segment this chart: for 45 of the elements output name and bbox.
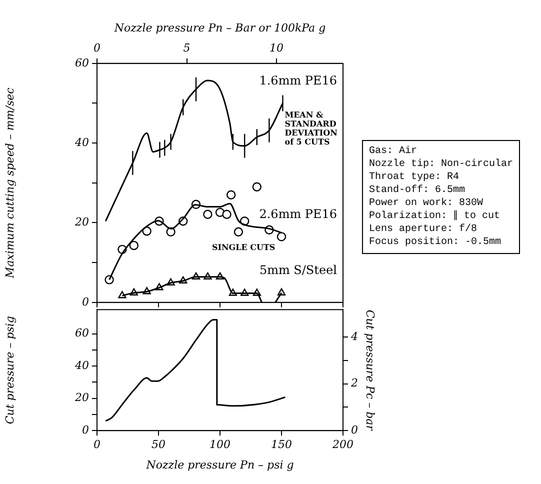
point bbox=[226, 190, 236, 200]
y-tick-label: 40 bbox=[74, 136, 89, 149]
x-tick-label: 200 bbox=[332, 438, 354, 452]
x-tick-label: 50 bbox=[152, 438, 166, 452]
point bbox=[252, 182, 262, 192]
y2-tick-label: 0 bbox=[351, 423, 358, 436]
text: Stand-off: 6.5mm bbox=[369, 185, 466, 196]
series-label: 5mm S/Steel bbox=[259, 262, 338, 277]
text: Focus position: -0.5mm bbox=[369, 237, 502, 248]
point bbox=[222, 210, 232, 219]
y2-tick-label: 2 bbox=[350, 376, 358, 390]
x-tick-label: 100 bbox=[210, 438, 230, 452]
y-tick-label: 0 bbox=[82, 295, 89, 308]
y-axis-title: Maximum cutting speed – mm/sec bbox=[3, 88, 16, 280]
series-label: 2.6mm PE16 bbox=[259, 206, 337, 221]
text: Throat type: R4 bbox=[369, 172, 460, 183]
text: Lens aperture: f/8 bbox=[369, 224, 478, 235]
y-tick-label: 60 bbox=[75, 326, 89, 340]
text: Polarization: ∥ to cut bbox=[369, 211, 500, 222]
y-tick-label: 20 bbox=[74, 391, 89, 404]
y-axis-title: Cut pressure – psig bbox=[3, 316, 16, 424]
x2-tick-label: 5 bbox=[183, 42, 190, 55]
x2-tick-label: 0 bbox=[94, 42, 100, 55]
point bbox=[203, 210, 212, 219]
text: Nozzle tip: Non-circular bbox=[369, 159, 514, 170]
point bbox=[276, 232, 286, 242]
x-axis-title: Nozzle pressure Pn – psi g bbox=[145, 458, 294, 472]
y-tick-label: 40 bbox=[74, 358, 89, 372]
text: 1.6mm PE16 bbox=[259, 73, 337, 88]
line-series bbox=[104, 319, 286, 422]
annotation: MEAN & STANDARD DEVIATION of 5 CUTS bbox=[284, 109, 338, 146]
point bbox=[234, 227, 244, 236]
y2-tick-label: 4 bbox=[350, 330, 358, 343]
text: Gas: Air bbox=[369, 146, 418, 157]
point bbox=[129, 240, 138, 250]
y-tick-label: 20 bbox=[74, 216, 89, 229]
y-tick-label: 0 bbox=[82, 423, 89, 436]
x2-tick-label: 10 bbox=[270, 42, 284, 55]
text: Power on work: 830W bbox=[369, 198, 484, 209]
x-tick-label: 0 bbox=[94, 438, 100, 452]
y-tick-label: 60 bbox=[75, 56, 89, 70]
y2-axis-title: Cut pressure Pc – bar bbox=[364, 310, 377, 432]
x-tick-label: 150 bbox=[271, 438, 292, 452]
x2-axis-title: Nozzle pressure Pn – Bar or 100kPa g bbox=[113, 21, 326, 34]
annotation: SINGLE CUTS bbox=[212, 242, 276, 252]
